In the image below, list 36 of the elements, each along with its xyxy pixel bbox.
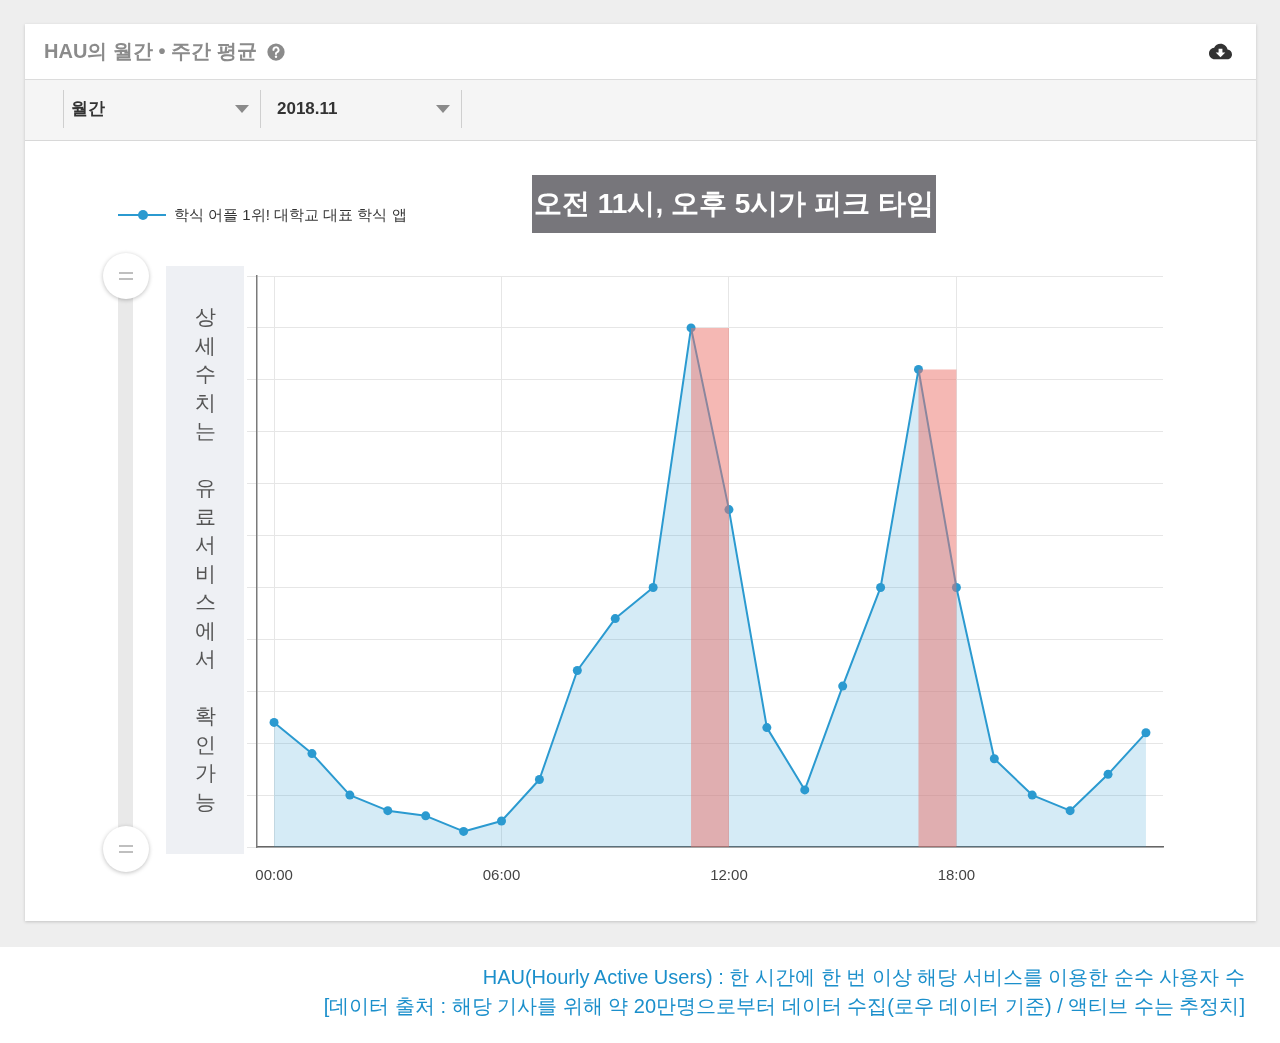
point: [724, 505, 734, 515]
point: [762, 723, 772, 733]
point: [1027, 790, 1037, 800]
point: [497, 816, 507, 826]
point: [610, 614, 620, 624]
chart-subtitle: 오전 11시, 오후 5시가 피크 타임: [532, 175, 936, 233]
text: HAU(Hourly Active Users) : 한 시간에 한 번 이상 해당 서비스를 이용한 순수 사용자 수: [482, 965, 1245, 989]
chart-title: HAU의 월간 • 주간 평균: [44, 39, 257, 64]
point: [269, 717, 279, 727]
point: [951, 582, 961, 592]
x-tick-label: 12:00: [710, 866, 748, 884]
point: [1065, 806, 1075, 816]
point: [800, 785, 810, 795]
point: [876, 582, 886, 592]
point: [648, 582, 658, 592]
legend-label: 학식 어플 1위! 대학교 대표 학식 앱: [174, 206, 407, 224]
point: [383, 806, 393, 816]
x-tick-label: 06:00: [482, 866, 521, 884]
dropdown-field: 월간: [63, 90, 260, 128]
text: [데이터 출처 : 해당 기사를 위해 약 20만명으로부터 데이터 수집(로우 데이터 기준) / 액티브 수는 추정치]: [323, 994, 1245, 1018]
point: [345, 790, 355, 800]
point: [913, 364, 923, 374]
x-tick-label: 00:00: [255, 866, 293, 884]
dropdown-field: 2018.11: [260, 90, 462, 128]
point: [534, 775, 544, 785]
point: [421, 811, 431, 821]
point: [307, 749, 317, 759]
point: [459, 826, 469, 836]
x-tick-label: 18:00: [937, 866, 976, 884]
point: [572, 666, 582, 676]
point: [838, 681, 848, 691]
point: [686, 323, 696, 333]
point: [989, 754, 999, 764]
point: [1141, 728, 1151, 738]
point: [1103, 769, 1113, 779]
text: 상세수치는 유료서비스에서 확인가능: [194, 305, 216, 813]
